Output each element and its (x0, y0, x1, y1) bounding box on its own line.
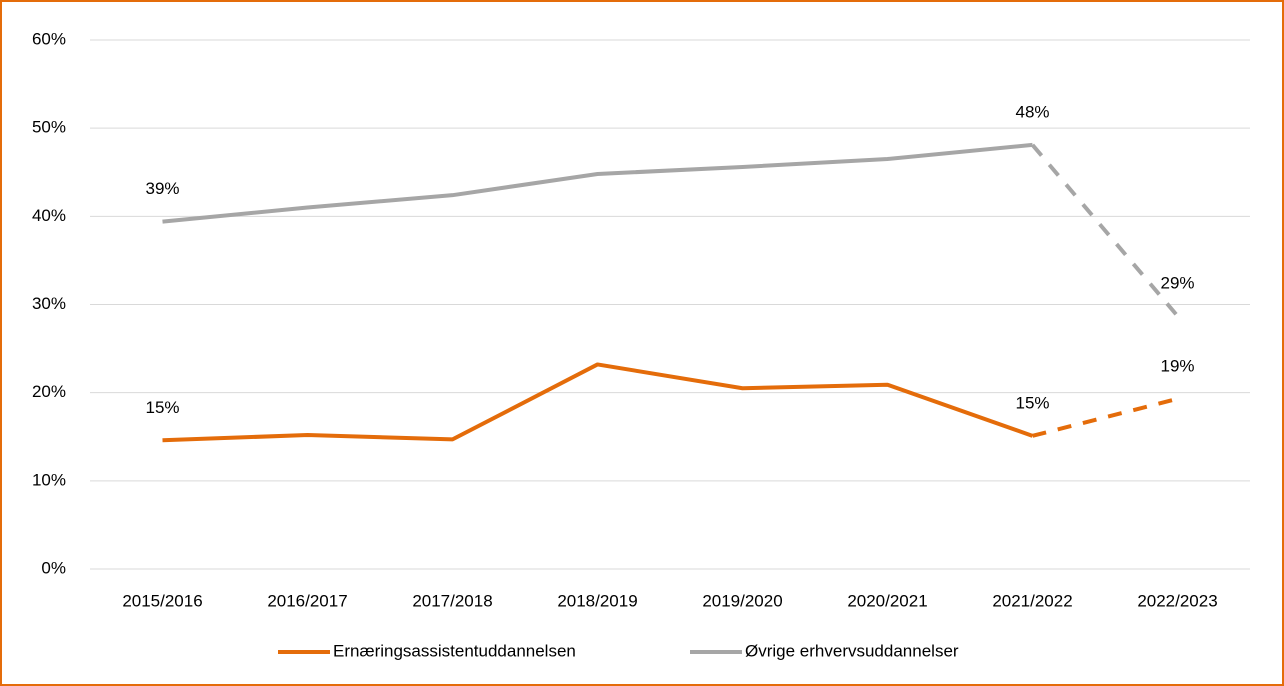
series-line-dashed (1030, 143, 1180, 318)
y-tick-label: 50% (32, 118, 66, 137)
y-tick-label: 10% (32, 470, 66, 489)
data-label: 29% (1160, 273, 1194, 292)
x-tick-label: 2021/2022 (992, 591, 1072, 610)
y-tick-label: 30% (32, 294, 66, 313)
x-tick-label: 2022/2023 (1137, 591, 1217, 610)
x-tick-label: 2019/2020 (702, 591, 782, 610)
data-label: 15% (145, 398, 179, 417)
y-tick-label: 40% (32, 206, 66, 225)
x-tick-label: 2016/2017 (267, 591, 347, 610)
x-tick-label: 2017/2018 (412, 591, 492, 610)
x-tick-label: 2020/2021 (847, 591, 927, 610)
y-tick-label: 20% (32, 382, 66, 401)
x-tick-label: 2018/2019 (557, 591, 637, 610)
legend-label: Ernæringsassistentuddannelsen (333, 641, 576, 660)
data-label: 15% (1015, 393, 1049, 412)
series-line (162, 362, 1034, 443)
y-tick-label: 60% (32, 29, 66, 48)
series-line (162, 142, 1033, 224)
x-tick-label: 2015/2016 (122, 591, 202, 610)
data-label: 39% (145, 179, 179, 198)
legend-label: Øvrige erhvervsuddannelser (745, 641, 959, 660)
y-tick-label: 0% (41, 558, 66, 577)
data-label: 19% (1160, 356, 1194, 375)
data-label: 48% (1015, 102, 1049, 121)
